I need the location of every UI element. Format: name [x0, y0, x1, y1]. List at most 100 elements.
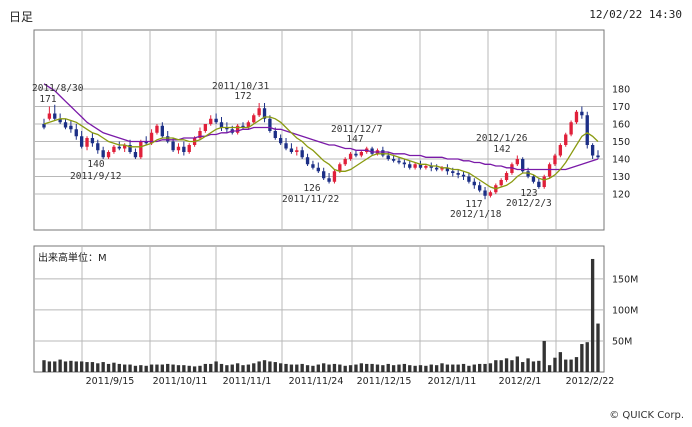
volume-bar — [424, 365, 428, 372]
candle-body — [235, 125, 240, 133]
candle-body — [262, 108, 267, 119]
annotation-date: 2011/9/12 — [70, 171, 121, 182]
candle-body — [585, 115, 589, 145]
volume-bar — [123, 364, 127, 372]
candle-body — [580, 111, 584, 116]
candle-body — [90, 138, 95, 144]
price-y-tick: 170 — [612, 102, 630, 113]
volume-bar — [590, 258, 595, 372]
candle-body — [85, 138, 89, 147]
volume-bar — [316, 364, 320, 372]
volume-bar — [461, 363, 466, 372]
candle-body — [187, 145, 191, 152]
annotation-value: 171 — [39, 94, 56, 105]
volume-bar — [262, 360, 267, 372]
candle-body — [203, 124, 208, 131]
candle-body — [322, 171, 326, 179]
volume-bar — [252, 363, 256, 372]
volume-bar — [332, 363, 337, 372]
candle-body — [316, 167, 320, 172]
price-y-tick: 130 — [612, 172, 630, 183]
volume-bar — [343, 365, 347, 372]
candle-body — [209, 118, 213, 124]
volume-bar — [69, 360, 73, 372]
candle-body — [483, 190, 487, 196]
candle-body — [467, 176, 471, 182]
candle-body — [74, 129, 78, 137]
volume-bar — [176, 365, 181, 372]
candle-body — [413, 164, 417, 168]
volume-bar — [90, 362, 95, 372]
x-tick-label: 2011/10/11 — [153, 376, 208, 387]
candle-body — [451, 171, 455, 173]
volume-bar — [521, 362, 525, 372]
x-tick-label: 2011/9/15 — [86, 376, 135, 387]
volume-bar — [322, 363, 326, 372]
volume-bar — [42, 360, 46, 372]
candle-body — [354, 153, 358, 156]
candle-body — [171, 141, 175, 151]
x-tick-label: 2012/2/22 — [566, 376, 615, 387]
volume-bar — [198, 365, 202, 372]
candle-body — [327, 178, 331, 182]
chart-title: 日足 — [9, 10, 34, 24]
candle-body — [537, 181, 541, 187]
price-panel-frame — [33, 29, 605, 231]
candle-body — [478, 185, 482, 191]
candle-body — [488, 192, 493, 196]
volume-bar — [149, 364, 154, 372]
annotation-date: 2012/1/26 — [476, 133, 528, 144]
volume-bar — [160, 364, 164, 372]
candle-body — [42, 124, 46, 128]
candle-body — [160, 125, 164, 137]
price-y-tick: 150 — [612, 137, 630, 148]
candle-body — [445, 167, 450, 172]
volume-bar — [203, 363, 208, 372]
volume-bar — [257, 361, 261, 372]
candle-body — [348, 153, 353, 159]
volume-bar — [429, 364, 433, 372]
volume-bar — [558, 352, 563, 372]
volume-bar — [230, 364, 234, 372]
annotation-date: 2011/10/31 — [212, 81, 269, 92]
candle-body — [569, 122, 573, 135]
volume-bar — [246, 364, 251, 372]
volume-bar — [542, 340, 546, 372]
annotation-value: 140 — [87, 159, 104, 170]
candle-body — [574, 111, 579, 123]
volume-bar — [386, 363, 390, 372]
candle-body — [155, 125, 159, 133]
x-tick-label: 2011/11/1 — [223, 376, 272, 387]
volume-bar — [74, 361, 78, 372]
candle-body — [96, 143, 100, 151]
candle-body — [106, 152, 111, 158]
volume-bar — [305, 365, 310, 372]
candle-body — [182, 146, 186, 152]
volume-bar — [440, 363, 444, 372]
annotation-value: 172 — [234, 91, 251, 102]
candle-body — [510, 164, 514, 173]
price-y-tick: 140 — [612, 155, 630, 166]
volume-bar — [456, 364, 460, 372]
candle-body — [305, 157, 310, 165]
volume-bar — [128, 364, 132, 372]
volume-bar — [553, 357, 557, 372]
candle-body — [408, 164, 412, 168]
volume-bar — [585, 342, 589, 372]
volume-bar — [574, 357, 579, 372]
volume-bar — [569, 359, 573, 372]
candle-body — [257, 108, 261, 116]
candle-body — [553, 155, 557, 165]
candle-body — [300, 150, 304, 158]
volume-bar — [284, 363, 288, 372]
annotation-value: 117 — [465, 199, 482, 210]
volume-bar — [187, 365, 191, 372]
candle-body — [284, 143, 288, 149]
volume-bar — [166, 363, 170, 372]
candle-body — [596, 155, 600, 158]
timestamp: 12/02/22 14:30 — [589, 8, 682, 21]
volume-bar — [58, 359, 62, 372]
volume-bar — [53, 361, 57, 372]
candle-body — [63, 122, 68, 128]
volume-bar — [354, 364, 358, 372]
